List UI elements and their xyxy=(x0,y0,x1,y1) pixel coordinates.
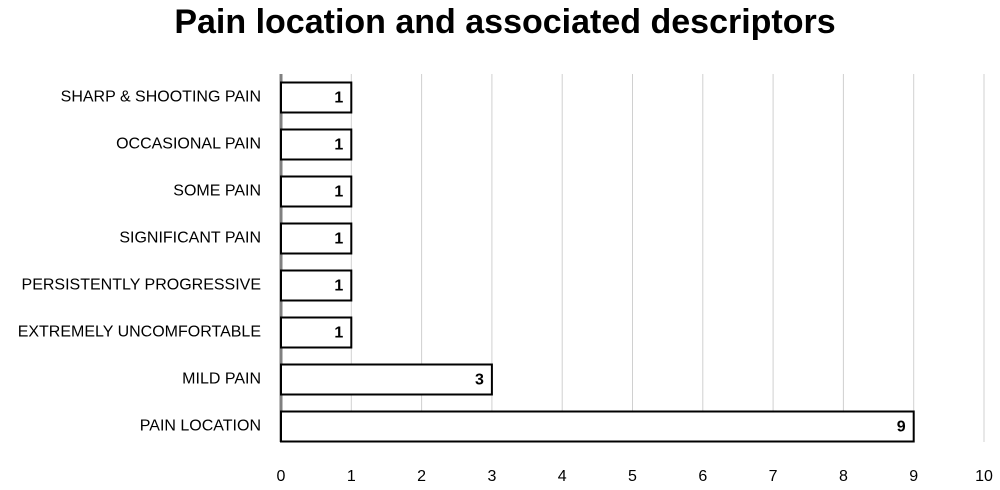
y-tick-label: OCCASIONAL PAIN xyxy=(116,136,261,153)
bar xyxy=(280,363,493,396)
x-tick-label: 10 xyxy=(975,468,993,485)
y-tick-label: MILD PAIN xyxy=(182,371,261,388)
y-tick-label: SOME PAIN xyxy=(173,183,261,200)
x-tick-label: 7 xyxy=(769,468,778,485)
value-label: 1 xyxy=(334,90,343,107)
bar xyxy=(280,316,353,349)
x-tick-label: 3 xyxy=(487,468,496,485)
y-tick-label: EXTREMELY UNCOMFORTABLE xyxy=(18,324,261,341)
y-tick-label: PERSISTENTLY PROGRESSIVE xyxy=(22,277,261,294)
value-label: 1 xyxy=(334,231,343,248)
bar xyxy=(280,81,353,114)
value-label: 9 xyxy=(897,419,906,436)
value-label: 1 xyxy=(334,184,343,201)
x-tick-label: 2 xyxy=(417,468,426,485)
x-tick-label: 0 xyxy=(277,468,286,485)
bar xyxy=(280,175,353,208)
bar xyxy=(280,128,353,161)
y-tick-label: PAIN LOCATION xyxy=(140,418,261,435)
value-label: 1 xyxy=(334,278,343,295)
value-label: 3 xyxy=(475,372,484,389)
bar xyxy=(280,269,353,302)
x-tick-label: 8 xyxy=(839,468,848,485)
value-label: 1 xyxy=(334,137,343,154)
x-tick-label: 1 xyxy=(347,468,356,485)
x-tick-label: 9 xyxy=(909,468,918,485)
x-tick-label: 6 xyxy=(698,468,707,485)
value-label: 1 xyxy=(334,325,343,342)
y-tick-label: SHARP & SHOOTING PAIN xyxy=(61,89,261,106)
chart-title: Pain location and associated descriptors xyxy=(174,3,835,41)
y-tick-label: SIGNIFICANT PAIN xyxy=(119,230,261,247)
bar xyxy=(280,222,353,255)
x-tick-label: 5 xyxy=(628,468,637,485)
x-tick-label: 4 xyxy=(558,468,567,485)
bar xyxy=(280,410,915,443)
